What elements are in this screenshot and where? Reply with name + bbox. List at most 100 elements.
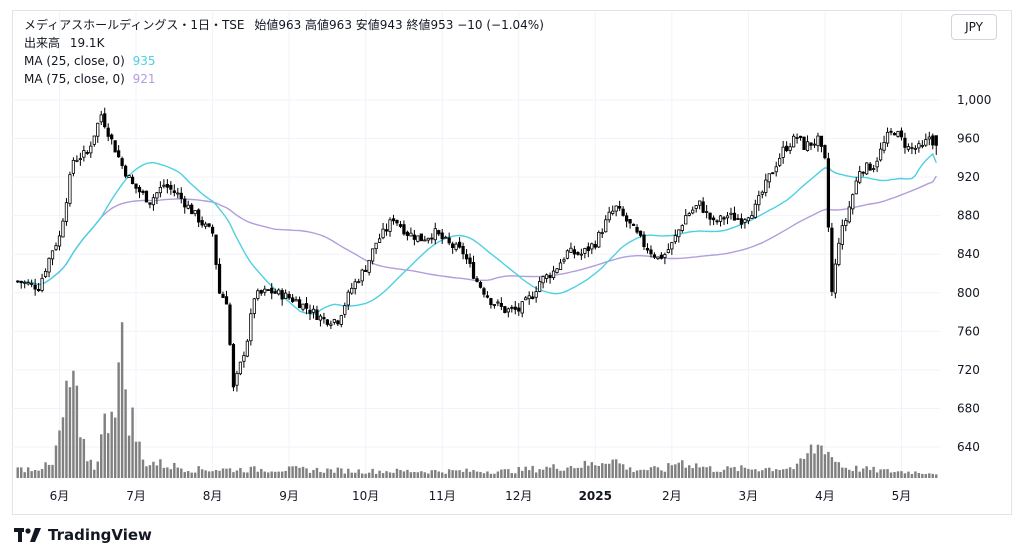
candle-body bbox=[858, 171, 862, 183]
candle-body bbox=[426, 237, 430, 241]
symbol-title[interactable]: メディアスホールディングス・1日・TSE bbox=[24, 18, 245, 32]
legend-ma75-row[interactable]: MA (75, close, 0) 921 bbox=[24, 70, 544, 88]
candle-body bbox=[576, 252, 580, 255]
candle-body bbox=[531, 296, 535, 299]
candle bbox=[889, 128, 893, 136]
candle-body bbox=[600, 232, 604, 235]
volume-bar bbox=[569, 466, 573, 478]
currency-button[interactable]: JPY bbox=[951, 14, 997, 40]
candle bbox=[249, 308, 253, 346]
candle-body bbox=[802, 136, 806, 150]
candle-body bbox=[485, 295, 490, 298]
candle-body bbox=[148, 202, 152, 205]
candle bbox=[461, 242, 465, 260]
volume-bar bbox=[618, 463, 621, 478]
candle bbox=[263, 285, 267, 296]
candle bbox=[85, 150, 89, 155]
candle-body bbox=[934, 135, 938, 146]
candle bbox=[231, 342, 236, 392]
candle-body bbox=[388, 219, 392, 232]
volume-bar bbox=[312, 469, 315, 478]
candle bbox=[635, 224, 639, 235]
candle-body bbox=[47, 257, 51, 273]
volume-bar bbox=[329, 469, 333, 478]
volume-bar bbox=[649, 467, 653, 478]
candle-body bbox=[746, 217, 750, 222]
candle bbox=[329, 320, 333, 329]
candle bbox=[96, 122, 100, 143]
candle-body bbox=[579, 253, 583, 256]
candle-body bbox=[210, 226, 215, 234]
candle bbox=[774, 161, 778, 177]
volume-bar bbox=[548, 467, 552, 478]
candle-body bbox=[224, 296, 229, 305]
candle-body bbox=[471, 262, 476, 279]
volume-bar bbox=[736, 471, 740, 478]
volume-bar bbox=[907, 471, 910, 478]
x-tick-label: 2月 bbox=[662, 489, 682, 503]
candle bbox=[844, 217, 848, 232]
volume-bar bbox=[868, 470, 872, 478]
volume-bar bbox=[795, 463, 799, 478]
volume-bar bbox=[778, 470, 781, 478]
volume-bar bbox=[145, 466, 148, 478]
candle-body bbox=[193, 210, 197, 215]
candle-body bbox=[169, 184, 173, 190]
legend-ma25-row[interactable]: MA (25, close, 0) 935 bbox=[24, 52, 544, 70]
candle-body bbox=[812, 143, 817, 146]
candle bbox=[360, 268, 364, 286]
candle bbox=[287, 291, 291, 301]
candle bbox=[624, 212, 629, 228]
candle-body bbox=[440, 232, 444, 240]
candle bbox=[934, 135, 938, 155]
candle-body bbox=[760, 191, 764, 195]
volume-bar bbox=[291, 466, 294, 478]
candle-body bbox=[503, 306, 507, 313]
candle-body bbox=[819, 135, 824, 147]
candle-body bbox=[384, 229, 389, 232]
volume-bar bbox=[681, 460, 684, 478]
candle-body bbox=[840, 225, 844, 245]
volume-bar bbox=[451, 470, 454, 478]
candle bbox=[725, 212, 730, 225]
volume-bar bbox=[308, 472, 312, 478]
candle bbox=[190, 202, 194, 215]
legend-volume-row[interactable]: 出来高 19.1K bbox=[24, 34, 544, 52]
volume-bar bbox=[594, 465, 597, 478]
candle-body bbox=[231, 344, 236, 388]
candle bbox=[137, 185, 142, 199]
volume-bar bbox=[193, 472, 197, 478]
candle bbox=[798, 135, 803, 141]
volume-bar bbox=[124, 389, 127, 478]
candle-body bbox=[214, 234, 218, 265]
candle bbox=[913, 145, 918, 155]
candle-body bbox=[691, 209, 695, 214]
volume-bar bbox=[865, 466, 868, 478]
volume-bar bbox=[538, 469, 541, 478]
candle-body bbox=[642, 234, 646, 248]
candle-body bbox=[489, 298, 493, 306]
volume-bar bbox=[155, 465, 159, 478]
candle-body bbox=[64, 202, 69, 222]
volume-bar bbox=[61, 417, 65, 478]
candle bbox=[130, 174, 135, 185]
candle bbox=[729, 207, 733, 220]
candle-body bbox=[698, 200, 702, 206]
volume-bar bbox=[447, 469, 451, 478]
tradingview-brand[interactable]: TradingView bbox=[14, 526, 152, 544]
candle-body bbox=[371, 248, 375, 262]
price-chart[interactable]: 1,000 960 920 880 840 800 760 720 680 640 6月 7月 8月 9… bbox=[0, 0, 1024, 520]
volume-bar bbox=[113, 417, 117, 478]
volume-bar bbox=[253, 466, 256, 478]
candle-body bbox=[624, 215, 629, 222]
volume-bar bbox=[510, 473, 514, 478]
volume-bar bbox=[350, 472, 353, 478]
volume-bar bbox=[587, 465, 590, 478]
candle-body bbox=[137, 186, 142, 193]
volume-bar bbox=[740, 465, 743, 478]
volume-bar bbox=[420, 471, 423, 478]
candle-body bbox=[332, 319, 336, 323]
candle bbox=[364, 265, 368, 272]
volume-bar bbox=[601, 463, 604, 478]
volume-bar bbox=[527, 470, 531, 478]
